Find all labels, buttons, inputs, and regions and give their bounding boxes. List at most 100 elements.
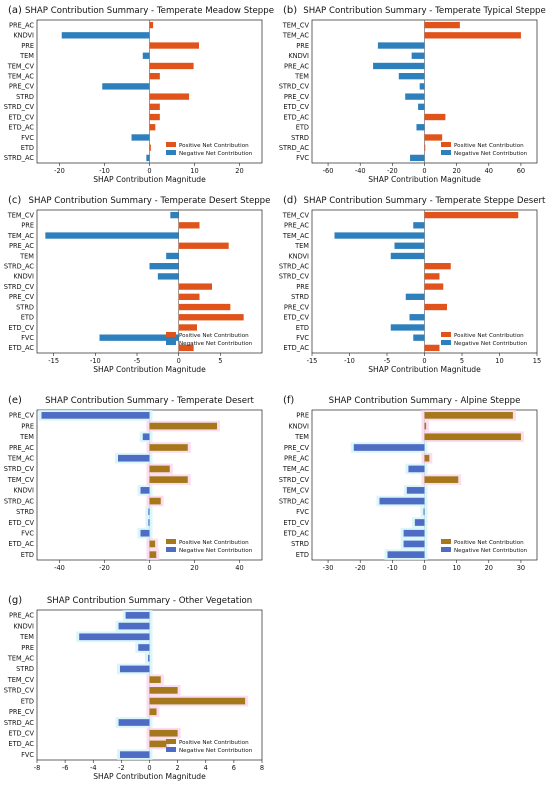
x-tick-label: -40	[54, 564, 65, 572]
chart-title: SHAP Contribution Summary - Temperate Ty…	[303, 6, 546, 16]
y-tick-label: STRD	[291, 293, 309, 301]
bar	[149, 73, 160, 80]
bar	[424, 134, 443, 141]
x-tick-label: -60	[323, 167, 334, 175]
panel-label: (e)	[8, 395, 22, 406]
bar	[149, 113, 160, 121]
legend-label: Negative Net Contribution	[454, 548, 528, 554]
bar	[398, 73, 425, 80]
x-tick-label: -10	[344, 357, 355, 365]
bar	[424, 113, 446, 121]
bar	[423, 508, 425, 516]
bar	[405, 293, 425, 300]
chart-title: SHAP Contribution Summary - Temperate De…	[29, 196, 271, 206]
y-tick-label: STRD_AC	[279, 144, 310, 152]
y-tick-label: FVC	[21, 134, 34, 142]
bar	[413, 334, 425, 341]
y-tick-label: PRE	[296, 283, 309, 291]
bar	[119, 665, 150, 673]
x-tick-label: 0	[422, 357, 426, 365]
y-tick-label: STRD_AC	[4, 719, 35, 727]
bar	[119, 751, 150, 758]
y-tick-label: TEM	[19, 633, 34, 641]
bar	[41, 412, 150, 419]
bar	[149, 729, 178, 737]
panel-label: (a)	[8, 5, 22, 16]
x-tick-label: 15	[533, 357, 541, 365]
legend-swatch	[166, 747, 176, 752]
bar	[149, 740, 167, 748]
y-tick-label: STRD_CV	[279, 476, 310, 484]
bar	[394, 242, 425, 249]
bar	[138, 644, 150, 651]
bar	[149, 697, 246, 705]
bar	[148, 519, 150, 526]
bar	[406, 487, 425, 494]
bar	[166, 252, 179, 260]
legend-label: Positive Net Contribution	[454, 333, 524, 339]
x-tick-label: -20	[99, 564, 110, 572]
legend-swatch	[166, 739, 176, 744]
x-tick-label: -2	[118, 764, 125, 772]
chart-panel-b: (b) SHAP Contribution Summary - Temperate…	[275, 0, 550, 190]
bar	[424, 344, 440, 352]
x-tick-label: -15	[307, 357, 318, 365]
y-tick-label: FVC	[21, 751, 34, 759]
legend-swatch	[166, 332, 176, 337]
x-tick-label: 0	[147, 564, 151, 572]
legend-label: Negative Net Contribution	[454, 341, 528, 347]
y-tick-label: STRD_CV	[279, 273, 310, 281]
y-tick-label: STRD_CV	[4, 283, 35, 291]
bar	[424, 211, 519, 219]
chart-panel-g: (g) SHAP Contribution Summary - Other Veg…	[0, 590, 275, 790]
y-tick-label: ETD_AC	[8, 540, 34, 548]
bar	[418, 103, 425, 110]
x-tick-label: 60	[517, 167, 525, 175]
legend-swatch	[166, 539, 176, 544]
y-tick-label: ETD_CV	[283, 103, 309, 111]
y-tick-label: PRE	[296, 42, 309, 50]
bar	[424, 21, 460, 29]
x-tick-label: 10	[190, 167, 198, 175]
chart-svg: (e) SHAP Contribution Summary - Temperate…	[4, 395, 263, 572]
legend-label: Positive Net Contribution	[179, 333, 249, 339]
x-tick-label: 6	[232, 764, 236, 772]
chart-title: SHAP Contribution Summary - Temperate St…	[304, 196, 547, 206]
y-tick-label: ETD_AC	[283, 344, 309, 352]
bar	[149, 540, 156, 548]
x-tick-label: 20	[190, 564, 198, 572]
bar	[149, 21, 154, 29]
y-tick-label: STRD	[291, 540, 309, 548]
bar	[390, 252, 425, 260]
bar	[149, 497, 161, 505]
chart-panel-f: (f) SHAP Contribution Summary - Alpine St…	[275, 390, 550, 590]
bar	[149, 676, 161, 683]
bar	[424, 144, 426, 151]
y-tick-label: ETD_AC	[8, 740, 34, 748]
bar	[178, 344, 194, 352]
chart-title: SHAP Contribution Summary - Temperate Me…	[25, 6, 274, 16]
legend-swatch	[441, 142, 451, 147]
legend-swatch	[166, 142, 176, 147]
x-axis-label: SHAP Contribution Magnitude	[368, 365, 481, 374]
y-tick-label: FVC	[296, 334, 309, 342]
bar	[424, 454, 430, 462]
y-tick-label: KNDVI	[13, 32, 34, 40]
y-tick-label: STRD	[291, 134, 309, 142]
y-tick-label: TEM	[294, 433, 309, 441]
x-tick-label: -20	[387, 167, 398, 175]
bar	[410, 154, 425, 162]
chart-title: SHAP Contribution Summary - Temperate De…	[45, 396, 254, 406]
y-tick-label: STRD	[16, 665, 34, 673]
bar	[102, 83, 150, 90]
y-tick-label: STRD_AC	[4, 154, 35, 162]
y-tick-label: TEM_CV	[7, 211, 35, 219]
bar	[149, 144, 151, 151]
x-tick-label: 0	[177, 357, 181, 365]
y-tick-label: ETD	[21, 314, 34, 322]
y-tick-label: ETD_AC	[8, 124, 34, 132]
y-tick-label: TEM_AC	[7, 455, 35, 463]
y-tick-label: STRD_AC	[279, 497, 310, 505]
x-tick-label: 20	[485, 564, 493, 572]
x-tick-label: 4	[204, 764, 208, 772]
